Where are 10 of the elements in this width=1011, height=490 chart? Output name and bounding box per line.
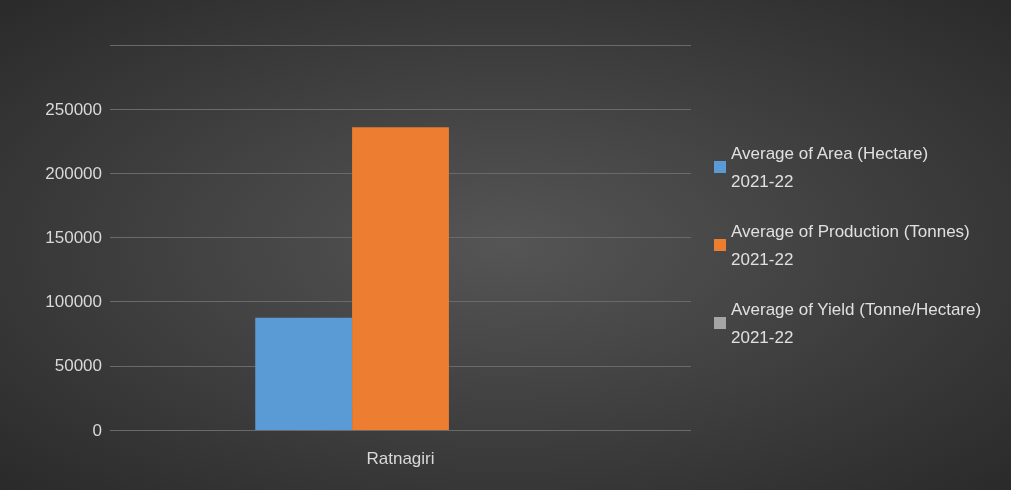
y-tick-label: 150000 xyxy=(45,228,102,247)
legend-label: Average of Production (Tonnes) 2021-22 xyxy=(731,221,975,269)
legend-label: Average of Yield (Tonne/Hectare) 2021-22 xyxy=(731,299,986,347)
y-tick-label: 200000 xyxy=(45,163,102,183)
y-tick-label: 100000 xyxy=(45,292,102,312)
x-tick-label: Ratnagiri xyxy=(366,449,435,468)
y-tick-label: 250000 xyxy=(45,99,102,119)
y-tick-label: 50000 xyxy=(54,356,102,376)
y-tick-label: 0 xyxy=(92,420,102,440)
legend-label: Average of Area (Hectare) 2021-22 xyxy=(731,143,933,191)
